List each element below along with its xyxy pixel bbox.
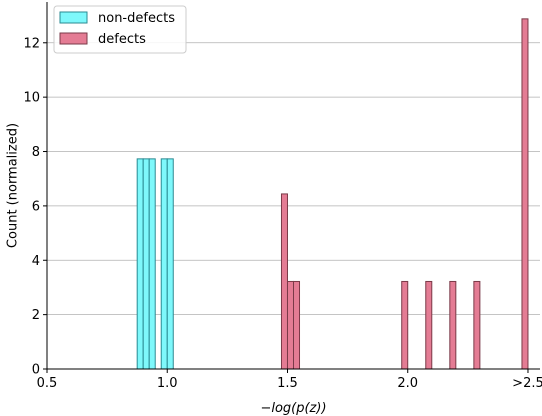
bar-non-defects (148, 158, 156, 370)
y-tick-label: 2 (32, 308, 40, 323)
y-tick-label: 12 (23, 36, 40, 51)
legend-swatch-defects (59, 32, 88, 45)
bar-non-defects (142, 158, 150, 370)
y-axis-label: Count (normalized) (6, 123, 21, 248)
x-tick-label: 1.0 (157, 376, 178, 391)
y-tick-label: 4 (32, 254, 40, 269)
bar-defects (293, 280, 301, 370)
legend: non-defects defects (53, 5, 187, 54)
y-tick-label: 0 (32, 363, 40, 378)
bar-non-defects (166, 158, 174, 370)
legend-label-non-defects: non-defects (98, 11, 175, 26)
bar-defects (449, 280, 457, 370)
y-tick-label: 8 (32, 145, 40, 160)
bars (136, 18, 529, 370)
bar-defects (473, 280, 481, 370)
y-tick-label: 6 (32, 199, 40, 214)
grid-lines (47, 42, 540, 316)
x-axis-label: −log(p(z)) (260, 401, 326, 416)
x-tick-label: 0.5 (37, 376, 58, 391)
bar-defects (425, 280, 433, 370)
y-axis-ticks: 0 2 4 6 8 10 12 (23, 36, 47, 378)
legend-swatch-non-defects (59, 11, 88, 24)
bar-non-defects (160, 158, 168, 370)
bar-defects (286, 280, 294, 370)
x-tick-label: 2.0 (397, 376, 418, 391)
legend-label-defects: defects (98, 32, 146, 47)
bar-non-defects (136, 158, 144, 370)
axes (46, 2, 540, 370)
x-tick-label: 1.5 (277, 376, 298, 391)
x-axis-ticks: 0.5 1.0 1.5 2.0 >2.5 (37, 369, 542, 391)
bar-defects (401, 280, 409, 370)
x-tick-label: >2.5 (512, 376, 542, 391)
bar-defects (280, 193, 288, 370)
y-tick-label: 10 (23, 91, 40, 106)
bar-defects (521, 18, 529, 370)
